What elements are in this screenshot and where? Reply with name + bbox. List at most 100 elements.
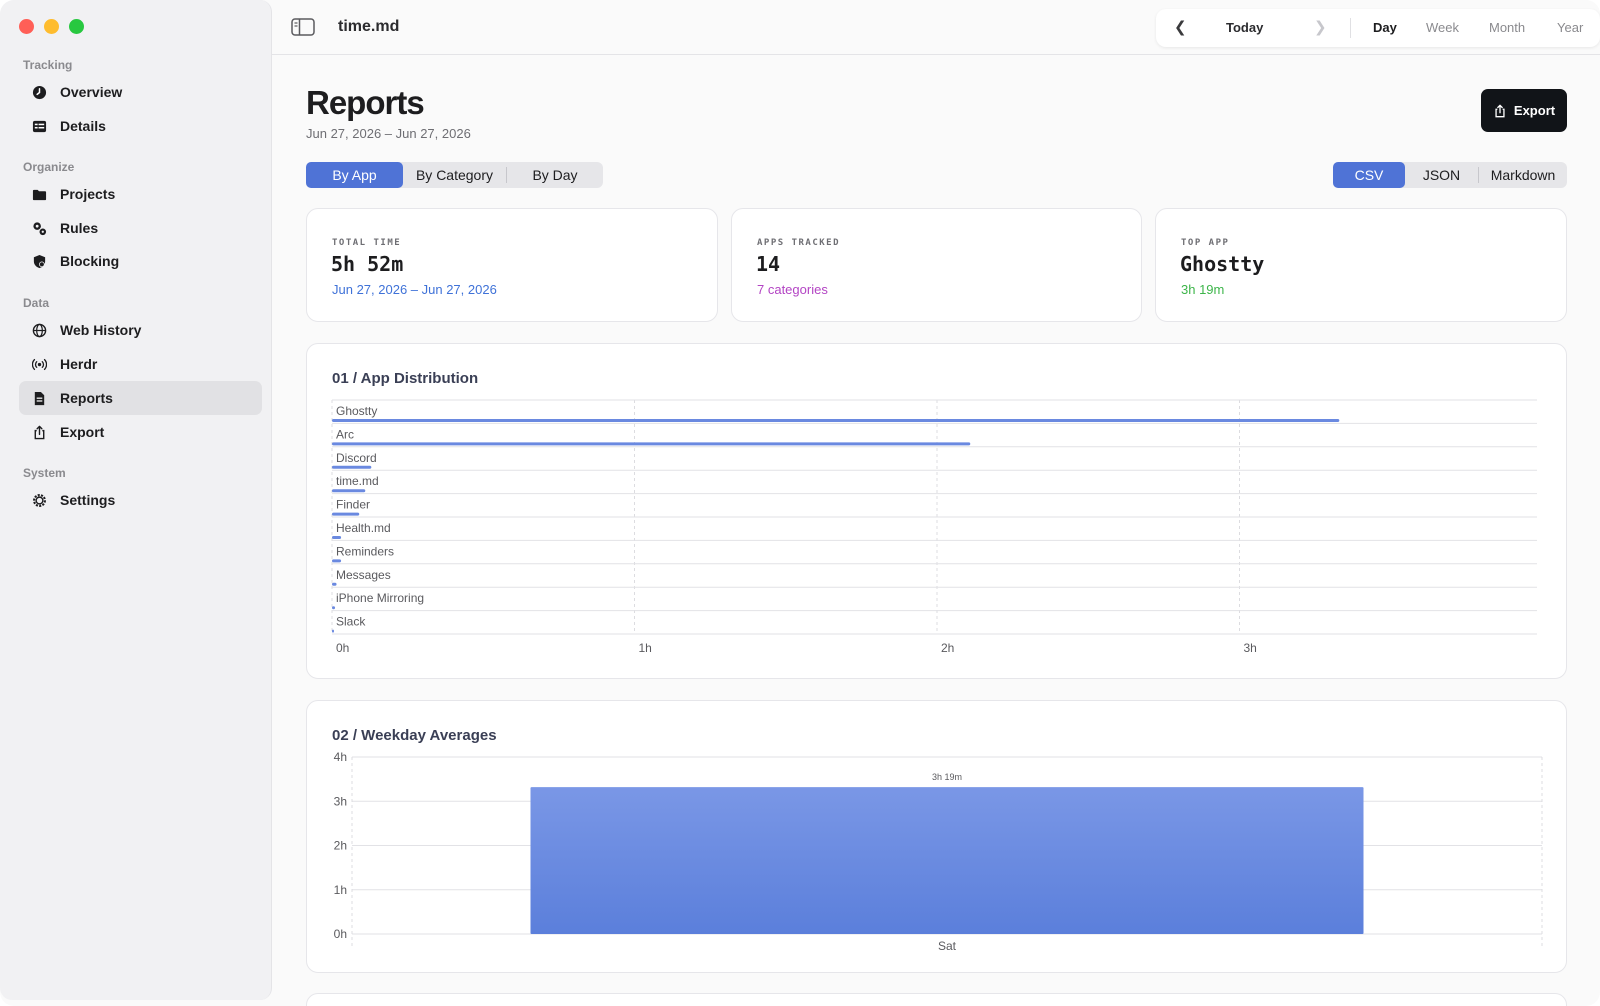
bar (332, 582, 337, 586)
clock-icon (31, 84, 47, 100)
sidebar-item-label: Details (60, 118, 106, 134)
tab-by-category[interactable]: By Category (415, 167, 494, 183)
app-distribution-card: 01 / App Distribution Ghostty Arc Discord t… (306, 343, 1567, 679)
format-csv[interactable]: CSV (1333, 162, 1405, 188)
close-window-button[interactable] (19, 19, 34, 34)
x-tick-label: 3h (1244, 641, 1257, 655)
sidebar-item-rules[interactable]: Rules (19, 211, 262, 245)
chevron-right-icon[interactable]: ❯ (1314, 19, 1327, 36)
folder-icon (31, 186, 47, 202)
format-json[interactable]: JSON (1422, 167, 1461, 183)
bar (332, 465, 372, 469)
x-tick-label: 2h (941, 641, 954, 655)
x-tick-label: 1h (639, 641, 652, 655)
stat-value: 14 (756, 252, 781, 276)
divider (506, 167, 507, 183)
stat-card-apps-tracked: APPS TRACKED 14 7 categories (731, 208, 1142, 322)
stat-label: TOP APP (1181, 238, 1230, 248)
data-label: 3h 19m (932, 772, 962, 782)
sidebar-item-label: Herdr (60, 356, 98, 372)
sidebar-item-export[interactable]: Export (19, 415, 262, 449)
chart-title: 02 / Weekday Averages (332, 727, 497, 744)
sidebar-item-label: Rules (60, 220, 99, 236)
sidebar: Tracking Overview Details Organize Proje… (0, 0, 272, 1000)
x-tick-label: 0h (336, 641, 349, 655)
period-week[interactable]: Week (1426, 20, 1459, 35)
view-segmented-control: By App By Category By Day (306, 162, 603, 188)
sidebar-toggle-icon[interactable] (291, 18, 315, 36)
today-button[interactable]: Today (1226, 20, 1264, 35)
list-icon (31, 118, 47, 134)
bar (332, 442, 971, 446)
sidebar-item-settings[interactable]: Settings (19, 483, 262, 517)
format-segmented-control: CSV JSON Markdown (1333, 162, 1567, 188)
gear-icon (31, 492, 47, 508)
bar (332, 512, 360, 516)
stat-value: 5h 52m (331, 252, 404, 276)
gears-icon (31, 220, 47, 236)
weekday-averages-chart: 0h 1h 2h 3h 4h 3h 19m Sat (334, 751, 1543, 953)
period-month[interactable]: Month (1489, 20, 1526, 35)
tab-by-app[interactable]: By App (306, 162, 403, 188)
bar-label: Health.md (336, 521, 391, 535)
minimize-window-button[interactable] (44, 19, 59, 34)
page-title: Reports (306, 84, 425, 121)
document-icon (31, 390, 47, 406)
sidebar-item-label: Overview (60, 84, 123, 100)
share-icon (31, 424, 47, 440)
sidebar-item-web-history[interactable]: Web History (19, 313, 262, 347)
stat-card-top-app: TOP APP Ghostty 3h 19m (1155, 208, 1567, 322)
globe-icon (31, 322, 47, 338)
window-controls (19, 19, 84, 34)
y-tick-label: 3h (334, 794, 347, 808)
chart-title: 01 / App Distribution (332, 370, 479, 387)
sidebar-item-projects[interactable]: Projects (19, 177, 262, 211)
bar-label: Ghostty (336, 404, 377, 418)
period-year[interactable]: Year (1557, 20, 1584, 35)
sidebar-section-data: Data (23, 296, 50, 310)
bar-label: iPhone Mirroring (336, 591, 424, 605)
sidebar-item-label: Projects (60, 186, 116, 202)
export-button-label: Export (1513, 103, 1556, 118)
stat-label: APPS TRACKED (757, 238, 841, 248)
bar (332, 489, 366, 493)
stat-label: TOTAL TIME (332, 238, 402, 248)
sidebar-item-reports[interactable]: Reports (19, 381, 262, 415)
y-tick-label: 1h (334, 883, 347, 897)
bar-label: time.md (336, 474, 379, 488)
y-tick-label: 0h (334, 927, 347, 941)
sidebar-item-details[interactable]: Details (19, 109, 262, 143)
period-day[interactable]: Day (1373, 20, 1397, 35)
bar (530, 787, 1364, 934)
zoom-window-button[interactable] (69, 19, 84, 34)
broadcast-icon (31, 356, 47, 372)
sidebar-item-label: Web History (60, 322, 142, 338)
sidebar-item-blocking[interactable]: Blocking (19, 244, 262, 278)
sidebar-section-tracking: Tracking (23, 58, 73, 72)
stat-subtitle: Jun 27, 2026 – Jun 27, 2026 (332, 282, 497, 297)
bar (332, 629, 334, 633)
stat-subtitle: 7 categories (757, 282, 828, 297)
divider (1350, 18, 1351, 38)
stat-card-total-time: TOTAL TIME 5h 52m Jun 27, 2026 – Jun 27,… (306, 208, 718, 322)
sidebar-item-herdr[interactable]: Herdr (19, 347, 262, 381)
page-date-range: Jun 27, 2026 – Jun 27, 2026 (306, 126, 471, 141)
bar-label: Slack (336, 615, 366, 629)
stat-subtitle: 3h 19m (1181, 282, 1225, 297)
sidebar-item-overview[interactable]: Overview (19, 75, 262, 109)
y-tick-label: 4h (334, 751, 347, 764)
stat-value: Ghostty (1180, 252, 1265, 276)
divider (1478, 167, 1479, 183)
app-distribution-chart: Ghostty Arc Discord time.md Finder Health.md R… (331, 399, 1537, 655)
export-button[interactable]: Export (1481, 89, 1567, 132)
sidebar-item-label: Settings (60, 492, 116, 508)
bar-label: Messages (336, 568, 391, 582)
sidebar-item-label: Reports (60, 390, 113, 406)
next-report-card (306, 993, 1567, 1006)
tab-by-day[interactable]: By Day (532, 167, 578, 183)
y-tick-label: 2h (334, 839, 347, 853)
format-markdown[interactable]: Markdown (1490, 167, 1556, 183)
chevron-left-icon[interactable]: ❮ (1174, 19, 1187, 36)
window-title: time.md (338, 18, 400, 35)
